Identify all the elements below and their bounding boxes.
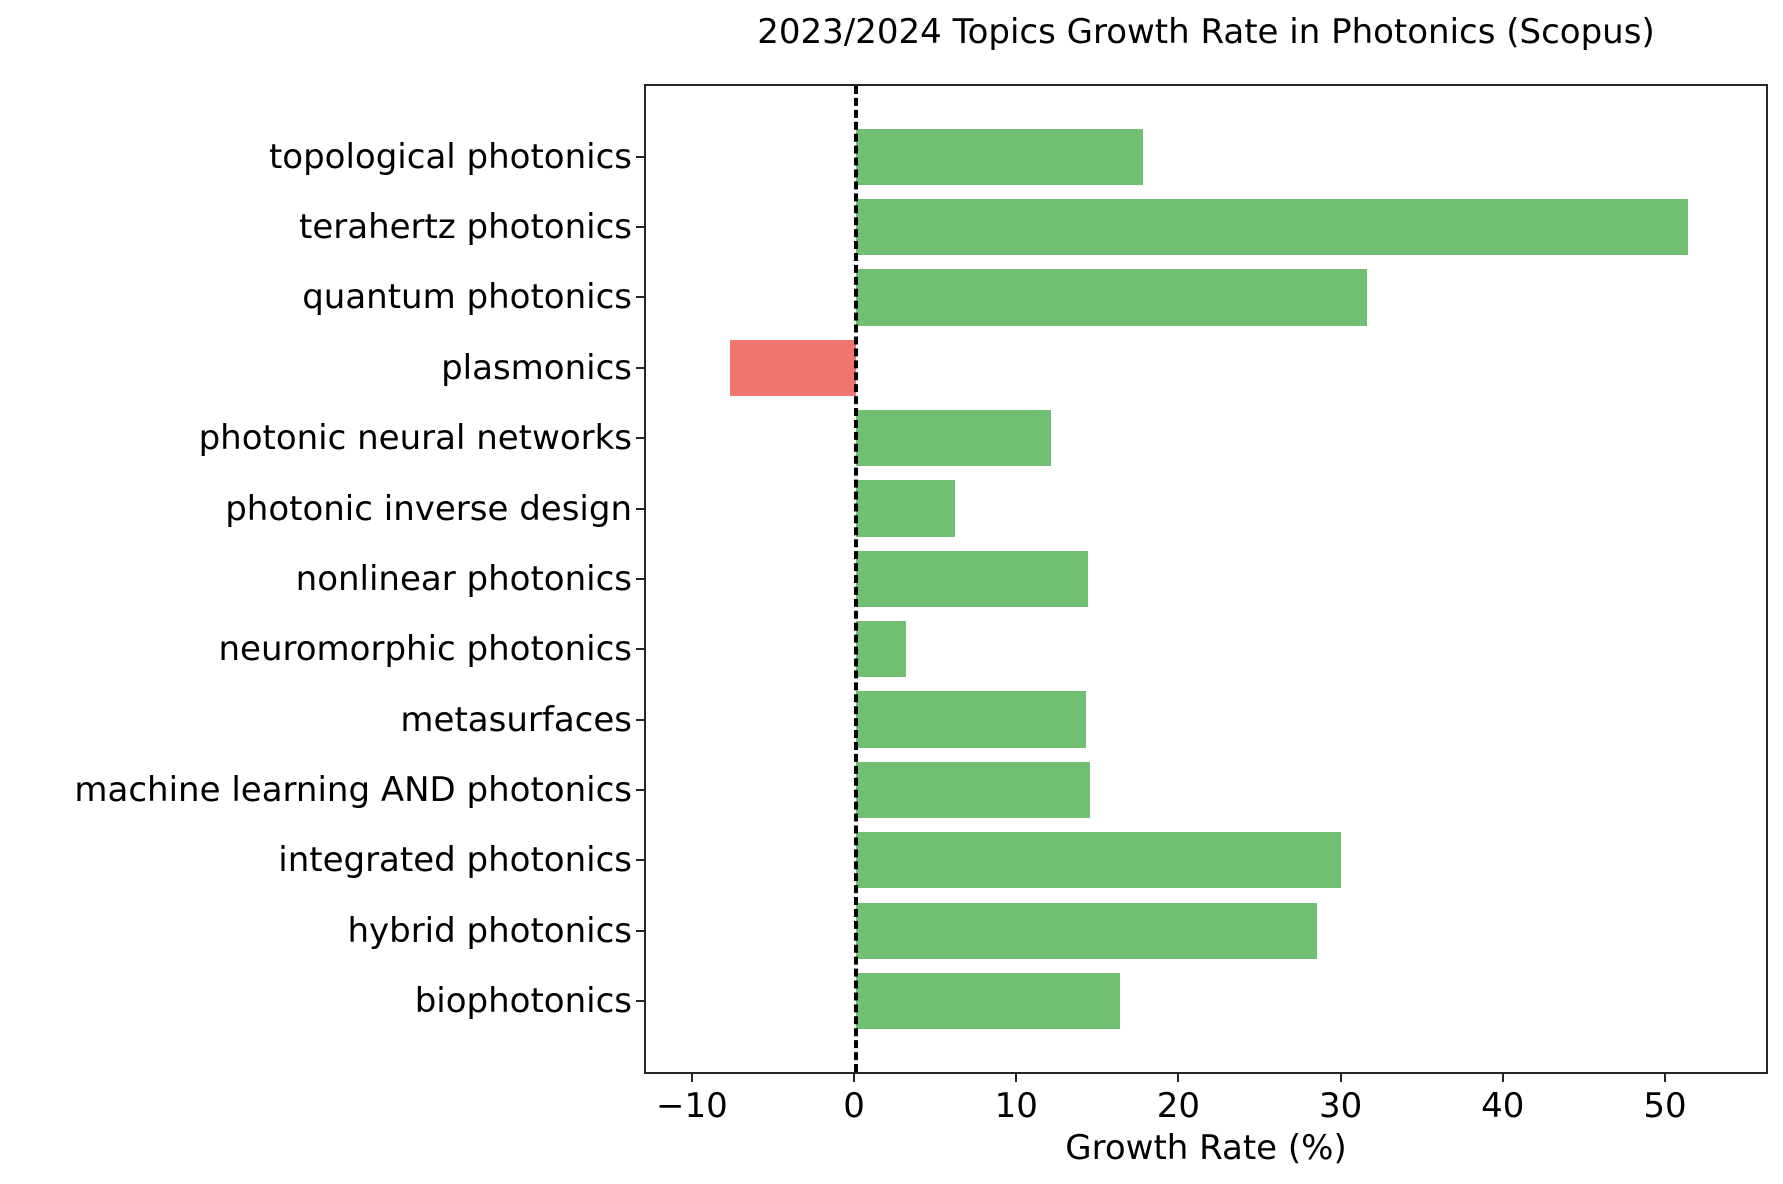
bar-quantum-photonics xyxy=(856,269,1367,326)
y-tick-mark xyxy=(636,507,644,510)
bar-nonlinear-photonics xyxy=(856,550,1088,607)
y-tick-label: nonlinear photonics xyxy=(295,558,632,599)
y-tick-label: terahertz photonics xyxy=(299,207,632,248)
x-tick-mark xyxy=(1501,1074,1504,1082)
y-tick-label: integrated photonics xyxy=(278,840,632,881)
bar-integrated-photonics xyxy=(856,832,1341,889)
bar-machine-learning-and-photonics xyxy=(856,761,1090,819)
x-tick-mark xyxy=(853,1074,856,1082)
bar-neuromorphic-photonics xyxy=(856,621,907,678)
y-tick-label: photonic inverse design xyxy=(225,488,632,529)
y-tick-mark xyxy=(636,577,644,580)
y-tick-label: metasurfaces xyxy=(400,699,632,740)
y-tick-mark xyxy=(636,366,644,369)
y-tick-mark xyxy=(636,296,644,299)
x-tick-mark xyxy=(1015,1074,1018,1082)
bar-metasurfaces xyxy=(856,691,1087,748)
x-tick-label: 40 xyxy=(1481,1086,1525,1126)
bar-terahertz-photonics xyxy=(856,198,1689,256)
x-tick-label: 50 xyxy=(1643,1086,1687,1126)
y-tick-label: topological photonics xyxy=(268,136,632,177)
y-tick-label: biophotonics xyxy=(414,981,632,1022)
bar-photonic-neural-networks xyxy=(856,409,1051,467)
zero-reference-line xyxy=(854,86,859,1072)
y-tick-label: machine learning AND photonics xyxy=(74,769,632,810)
chart-title: 2023/2024 Topics Growth Rate in Photonic… xyxy=(757,12,1655,52)
y-tick-label: photonic neural networks xyxy=(198,418,632,459)
x-tick-mark xyxy=(1177,1074,1180,1082)
x-tick-label: −10 xyxy=(655,1086,728,1126)
x-tick-label: 10 xyxy=(994,1086,1038,1126)
x-tick-mark xyxy=(690,1074,693,1082)
y-tick-mark xyxy=(636,718,644,721)
y-tick-mark xyxy=(636,437,644,440)
y-tick-mark xyxy=(636,859,644,862)
y-tick-label: plasmonics xyxy=(441,347,632,388)
x-tick-mark xyxy=(1339,1074,1342,1082)
y-tick-label: hybrid photonics xyxy=(347,910,632,951)
y-tick-label: quantum photonics xyxy=(302,277,632,318)
plot-area xyxy=(644,84,1768,1074)
bar-hybrid-photonics xyxy=(856,902,1317,959)
x-tick-label: 20 xyxy=(1156,1086,1201,1126)
x-tick-mark xyxy=(1664,1074,1666,1082)
y-tick-mark xyxy=(636,788,644,791)
bar-topological-photonics xyxy=(856,128,1144,185)
bar-biophotonics xyxy=(856,972,1121,1030)
bar-photonic-inverse-design xyxy=(856,480,955,537)
y-tick-label: neuromorphic photonics xyxy=(218,629,633,670)
x-tick-label: 30 xyxy=(1318,1086,1363,1126)
bar-plasmonics xyxy=(729,339,857,396)
y-tick-mark xyxy=(636,648,644,651)
y-tick-mark xyxy=(636,1000,644,1003)
y-tick-mark xyxy=(636,226,644,229)
x-tick-label: 0 xyxy=(843,1086,865,1126)
y-tick-mark xyxy=(636,155,644,158)
y-tick-mark xyxy=(636,929,644,932)
x-axis-title: Growth Rate (%) xyxy=(1065,1128,1347,1168)
